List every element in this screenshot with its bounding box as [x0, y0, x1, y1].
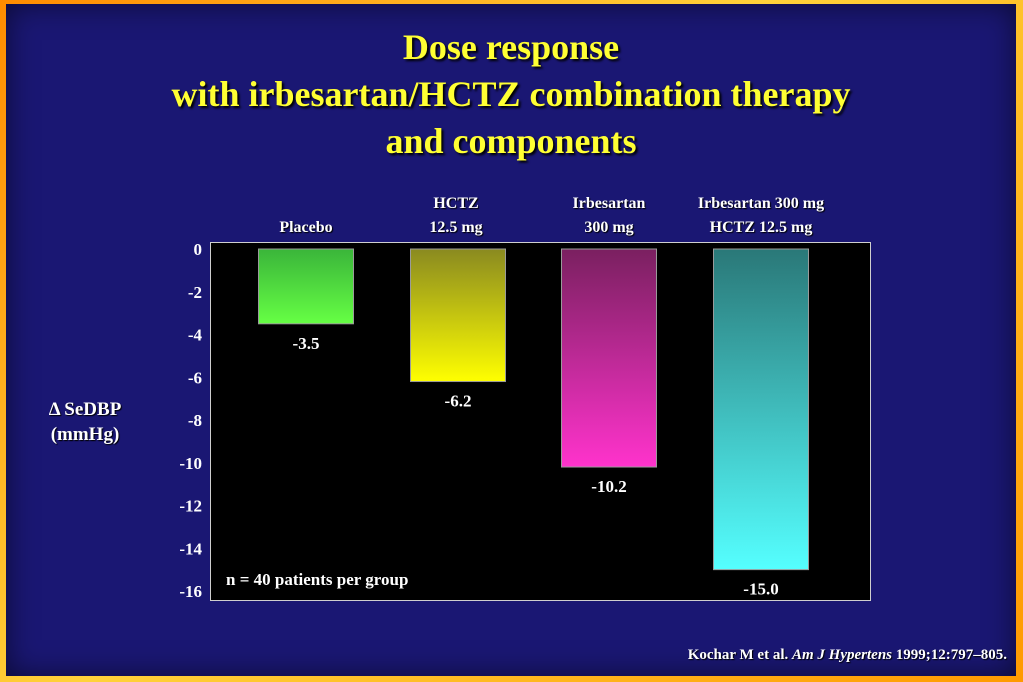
- title-line-1: Dose response: [402, 27, 620, 67]
- y-tick-label: 0: [194, 240, 203, 259]
- category-label-line: HCTZ: [433, 195, 479, 212]
- y-axis-label-line: (mmHg): [50, 424, 120, 445]
- bar-value-label: -10.2: [591, 477, 626, 496]
- category-label-irbesartan: Irbesartan 300 mg: [524, 192, 694, 240]
- category-label-line: Irbesartan 300 mg: [697, 195, 825, 212]
- citation-journal: Am J Hypertens: [792, 647, 892, 663]
- category-label-hctz: HCTZ 12.5 mg: [371, 192, 541, 240]
- bar-value-label: -6.2: [445, 392, 472, 411]
- bar-value-label: -15.0: [743, 580, 778, 599]
- citation: Kochar M et al. Am J Hypertens 1999;12:7…: [688, 647, 1007, 664]
- y-tick-label: -4: [188, 326, 203, 345]
- y-tick-label: -16: [179, 582, 202, 601]
- category-label-placebo: Placebo: [221, 216, 391, 240]
- category-label-line: 12.5 mg: [429, 219, 483, 236]
- citation-details: 1999;12:797–805.: [895, 647, 1007, 663]
- y-tick-label: -2: [188, 283, 202, 302]
- sample-size-note: n = 40 patients per group: [226, 570, 409, 589]
- y-tick-label: -6: [188, 368, 202, 387]
- category-label-line: Placebo: [279, 219, 333, 236]
- y-tick-label: -14: [179, 539, 202, 558]
- bar-value-label: -3.5: [293, 334, 320, 353]
- bar: [561, 248, 657, 468]
- category-label-line: HCTZ 12.5 mg: [709, 219, 813, 236]
- category-label-line: Irbesartan: [572, 195, 646, 212]
- category-label-line: 300 mg: [584, 219, 634, 236]
- category-label-combination: Irbesartan 300 mg HCTZ 12.5 mg: [676, 192, 846, 240]
- y-axis-label-line: Δ SeDBP: [48, 399, 122, 420]
- bar: [713, 248, 809, 571]
- citation-authors: Kochar M et al.: [687, 647, 789, 663]
- title-line-3: and components: [385, 121, 637, 161]
- y-axis-label: Δ SeDBP (mmHg): [30, 397, 140, 447]
- chart-title: Dose response with irbesartan/HCTZ combi…: [6, 24, 1016, 165]
- y-tick-label: -8: [188, 411, 202, 430]
- bar: [258, 248, 354, 325]
- title-line-2: with irbesartan/HCTZ combination therapy: [171, 74, 851, 114]
- bar: [410, 248, 506, 383]
- y-tick-label: -12: [179, 497, 202, 516]
- y-tick-label: -10: [179, 454, 202, 473]
